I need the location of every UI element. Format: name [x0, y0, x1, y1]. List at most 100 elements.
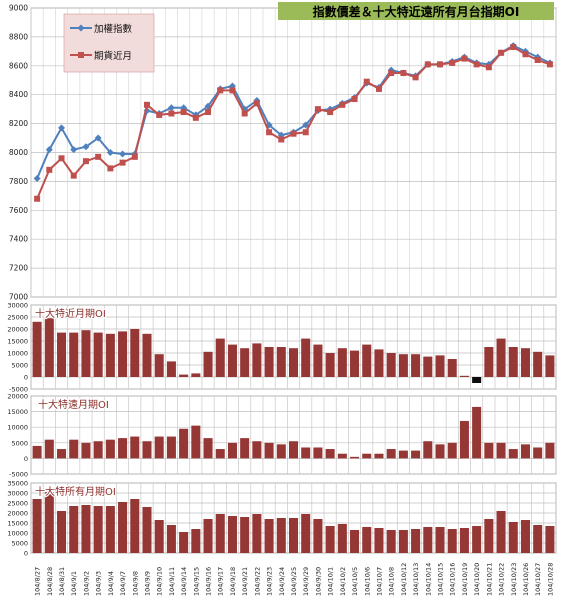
bar: [496, 511, 506, 553]
data-point: [314, 106, 321, 113]
y-tick-label: 10000: [7, 530, 28, 538]
bar: [301, 514, 311, 553]
data-point: [498, 49, 505, 56]
data-point: [33, 175, 41, 183]
bar: [337, 348, 347, 377]
bar: [166, 525, 176, 553]
data-point: [485, 64, 492, 71]
y-tick-label: -5000: [9, 471, 28, 479]
bar: [325, 353, 335, 377]
data-point: [412, 74, 419, 81]
bar: [118, 331, 128, 377]
x-tick-label: 104/10/19: [461, 563, 469, 596]
bar: [93, 441, 103, 459]
bar: [374, 453, 384, 459]
data-point: [119, 159, 126, 166]
bar: [81, 505, 91, 553]
data-point: [95, 153, 102, 160]
chart-panel-4: 0 5000 10000 15000 20000 25000 30000 35000 十大特所有…: [7, 480, 557, 558]
data-point: [180, 109, 187, 116]
bar: [362, 453, 372, 459]
bar: [374, 528, 384, 553]
x-tick-label: 104/10/1: [327, 567, 335, 596]
chart-panel-1: 7000 7200 7400 7600 7800 8000 8200 8400 8600 8800…: [9, 2, 557, 302]
chart-panel-2: -5000 0 5000 10000 15000 20000 25000 30000 十大特近月…: [7, 302, 557, 394]
bar: [325, 526, 335, 553]
data-point: [34, 195, 41, 202]
bar: [386, 530, 396, 553]
x-tick-label: 104/9/29: [302, 567, 310, 596]
panel-title: 十大特近月期OI: [35, 307, 106, 320]
bar: [252, 441, 262, 459]
data-point: [143, 101, 150, 108]
data-point: [302, 121, 310, 129]
data-point: [510, 44, 517, 51]
legend-label: 加權指數: [94, 23, 133, 35]
data-point: [290, 130, 297, 137]
x-tick-label: 104/9/10: [156, 567, 164, 596]
x-tick-label: 104/9/30: [314, 567, 322, 596]
x-axis-labels: 104/8/27 104/8/28 104/8/31 104/9/1 104/9/2 10…: [34, 563, 555, 596]
bar: [545, 526, 555, 553]
x-tick-label: 104/9/11: [168, 567, 176, 596]
bar: [459, 375, 469, 377]
data-point: [351, 96, 358, 103]
x-tick-label: 104/9/3: [95, 571, 103, 596]
panel-title: 十大特遠月期OI: [38, 398, 109, 411]
bar: [44, 492, 54, 553]
bar: [533, 525, 543, 553]
bar: [105, 506, 115, 553]
bar: [118, 502, 128, 553]
bar: [44, 318, 54, 377]
bar: [227, 344, 237, 377]
bar: [459, 420, 469, 459]
bar: [203, 519, 213, 553]
data-point: [70, 146, 78, 154]
y-tick-label: 30000: [7, 490, 28, 498]
bar: [69, 506, 79, 553]
legend-marker: [78, 52, 84, 58]
x-tick-label: 104/10/27: [534, 563, 542, 596]
bar: [44, 439, 54, 459]
bar: [32, 445, 42, 459]
data-point: [461, 55, 468, 62]
bar: [191, 373, 201, 377]
y-tick-label: 7400: [9, 235, 28, 244]
bar: [508, 347, 518, 377]
bar: [227, 516, 237, 553]
bar: [154, 520, 164, 553]
bar: [398, 530, 408, 553]
bar: [276, 518, 286, 553]
bar: [252, 514, 262, 553]
y-tick-label: 5000: [11, 540, 28, 548]
x-tick-label: 104/10/2: [339, 567, 347, 596]
bar: [288, 441, 299, 459]
y-tick-label: 5000: [11, 362, 28, 370]
y-tick-label: 8600: [9, 61, 28, 70]
x-tick-label: 104/9/22: [253, 567, 261, 596]
x-tick-label: 104/10/22: [498, 563, 506, 596]
bar: [118, 438, 128, 459]
x-tick-label: 104/10/16: [449, 563, 457, 596]
bar: [288, 348, 299, 377]
bar: [508, 449, 518, 459]
data-point: [363, 78, 370, 85]
bar: [142, 441, 152, 459]
y-tick-label: 25000: [7, 500, 28, 508]
bar: [484, 347, 494, 377]
bar: [215, 338, 225, 377]
data-point: [546, 61, 553, 68]
data-point: [107, 165, 114, 172]
x-tick-label: 104/8/27: [34, 567, 42, 596]
bar: [362, 527, 372, 553]
y-tick-label: 7600: [9, 206, 28, 215]
x-tick-label: 104/10/13: [412, 563, 420, 596]
data-point: [327, 109, 334, 116]
x-tick-label: 104/9/4: [107, 571, 115, 596]
y-tick-label: 15000: [7, 520, 28, 528]
data-point: [217, 87, 224, 94]
x-tick-label: 104/8/31: [58, 567, 66, 596]
x-tick-label: 104/10/23: [510, 563, 518, 596]
bar: [81, 330, 91, 377]
